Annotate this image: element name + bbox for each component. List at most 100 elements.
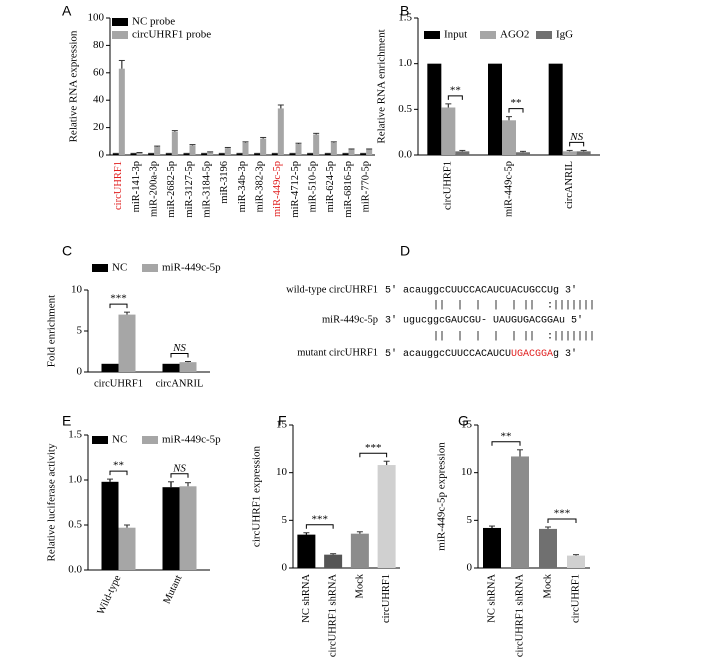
significance-label: **: [113, 460, 124, 472]
y-tick-label: 0.0: [68, 564, 82, 576]
sequence: 5' acauggcCUUCCACAUCUACUGCCUg 3': [385, 285, 577, 297]
panel-label: C: [62, 243, 72, 259]
bar: [189, 145, 196, 155]
y-axis-label: Fold enrichment: [46, 295, 58, 367]
y-tick-label: 0.0: [398, 149, 412, 161]
bar: [224, 148, 231, 155]
bar: [242, 142, 249, 155]
bar: [307, 153, 314, 155]
sequence-label: miR-449c-5p: [322, 314, 378, 325]
chart-panel: C Fold enrichment 0 5 10 circUHRF1 circANRIL NC…: [46, 243, 222, 390]
y-tick-label: 40: [93, 94, 105, 106]
panel-label: F: [278, 413, 287, 429]
legend-swatch: [536, 31, 552, 39]
bar: [297, 534, 316, 568]
bar: [101, 481, 119, 570]
y-tick-label: 0: [467, 562, 473, 574]
bar: [260, 138, 267, 155]
bar: [366, 149, 373, 155]
bar: [295, 144, 302, 155]
bar: [162, 363, 180, 372]
bar: [289, 153, 296, 155]
x-tick-label: miR-449c-5p: [272, 161, 283, 217]
panel-label: A: [62, 3, 72, 19]
x-tick-label: Wild-type: [96, 573, 124, 616]
x-tick-label: miR-449c-5p: [503, 161, 514, 217]
bar: [360, 153, 367, 155]
bar: [207, 152, 214, 155]
bar: [154, 146, 161, 155]
significance-label: **: [450, 84, 461, 96]
y-tick-label: 15: [461, 419, 473, 431]
x-tick-label: Mock: [354, 573, 365, 598]
bar: [348, 149, 355, 155]
bar: [324, 153, 331, 155]
bar: [148, 153, 155, 155]
bar: [136, 152, 143, 155]
y-tick-label: 10: [276, 466, 288, 478]
bar: [179, 362, 197, 372]
sequence: || | | | | || :|||||||: [385, 300, 595, 312]
bar: [562, 151, 577, 155]
panel-label: E: [62, 413, 71, 429]
legend-label: NC: [112, 434, 127, 446]
significance-label: NS: [172, 462, 186, 474]
bar: [427, 63, 442, 155]
legend-label: NC: [112, 262, 127, 274]
x-tick-label: miR-3196: [219, 161, 230, 204]
legend-swatch: [112, 31, 128, 39]
y-tick-label: 0: [99, 149, 105, 161]
bar: [488, 63, 502, 155]
x-tick-label: circUHRF1: [443, 161, 454, 210]
bar: [183, 153, 190, 155]
bar: [342, 153, 349, 155]
x-tick-label: miR-200a-3p: [149, 161, 160, 217]
legend-label: miR-449c-5p: [162, 434, 221, 446]
y-tick-label: 1.0: [68, 474, 82, 486]
significance-label: **: [501, 430, 512, 442]
x-tick-label: miR-510-5p: [308, 161, 319, 212]
sequence-part: g 3': [553, 348, 577, 360]
x-tick-label: miR-2682-5p: [166, 161, 177, 218]
bar: [130, 153, 137, 155]
bar: [201, 153, 208, 155]
bar: [118, 527, 136, 570]
y-tick-label: 60: [93, 66, 105, 78]
chart-panel: B Relative RNA enrichment 0.0 0.5 1.0 1.5 circ…: [376, 3, 600, 217]
bar: [441, 107, 456, 155]
legend-swatch: [142, 264, 158, 272]
y-axis-label: Relative luciferase activity: [46, 443, 58, 561]
bar: [511, 456, 529, 568]
legend-label: IgG: [556, 29, 573, 41]
significance-bracket: [547, 518, 577, 524]
x-tick-label: NC shRNA: [301, 574, 312, 623]
x-tick-label: miR-34b-3p: [237, 161, 248, 212]
y-axis-label: Relative RNA expression: [68, 30, 80, 142]
y-tick-label: 100: [88, 12, 105, 24]
y-tick-label: 1.5: [68, 429, 82, 441]
significance-label: ***: [365, 442, 382, 454]
panel-label: B: [400, 3, 409, 19]
legend-swatch: [424, 31, 440, 39]
x-tick-label: circUHRF1 shRNA: [328, 574, 339, 658]
bar: [218, 153, 225, 155]
bar: [330, 142, 337, 155]
x-tick-label: circUHRF1: [570, 574, 581, 623]
significance-bracket: [305, 524, 334, 529]
bar: [350, 533, 369, 568]
significance-label: ***: [110, 293, 127, 305]
sequence-part: 5' acauggcCUUCCACAUCU: [385, 348, 511, 360]
bar: [165, 153, 172, 155]
y-tick-label: 10: [71, 284, 83, 296]
significance-label: NS: [172, 342, 186, 354]
sequence: 5' acauggcCUUCCACAUCUUGACGGAg 3': [385, 348, 577, 360]
y-tick-label: 1.0: [398, 57, 412, 69]
legend-label: Input: [444, 29, 467, 41]
bar: [483, 527, 501, 568]
sequence-label: wild-type circUHRF1: [286, 284, 378, 295]
x-tick-label: miR-770-5p: [361, 161, 372, 212]
